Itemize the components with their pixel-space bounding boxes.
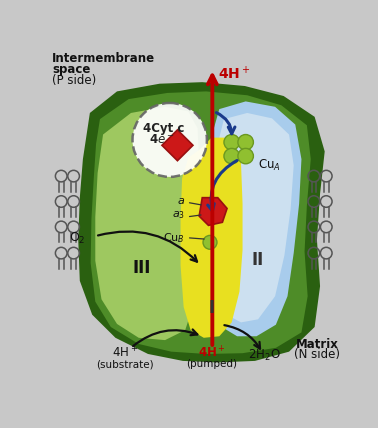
Text: I: I xyxy=(209,299,215,317)
Text: Matrix: Matrix xyxy=(296,338,338,351)
Polygon shape xyxy=(95,107,199,340)
Text: $a_3$: $a_3$ xyxy=(172,209,185,221)
Text: 4H$^+$: 4H$^+$ xyxy=(112,345,138,361)
Circle shape xyxy=(238,149,253,164)
Text: 4H$^+$: 4H$^+$ xyxy=(198,345,225,361)
Text: Intermembrane: Intermembrane xyxy=(52,52,155,65)
Text: III: III xyxy=(133,259,151,277)
Circle shape xyxy=(133,103,207,177)
Polygon shape xyxy=(162,130,193,160)
Circle shape xyxy=(224,149,239,164)
Polygon shape xyxy=(181,137,243,338)
Text: 2H$_2$O: 2H$_2$O xyxy=(248,348,280,363)
Text: O$_2$: O$_2$ xyxy=(70,231,86,247)
Text: $a$: $a$ xyxy=(177,196,185,206)
Text: 4$e^-$: 4$e^-$ xyxy=(149,133,175,146)
Polygon shape xyxy=(91,92,311,354)
Text: Cu$_A$: Cu$_A$ xyxy=(258,158,281,173)
Text: space: space xyxy=(52,63,90,76)
Text: (pumped): (pumped) xyxy=(186,359,237,369)
Text: (P side): (P side) xyxy=(52,74,96,87)
Circle shape xyxy=(224,134,239,150)
Text: (substrate): (substrate) xyxy=(96,359,153,369)
Polygon shape xyxy=(206,101,301,336)
Polygon shape xyxy=(212,113,294,322)
Text: 4Cyt c: 4Cyt c xyxy=(143,122,184,135)
Circle shape xyxy=(203,235,217,249)
Polygon shape xyxy=(199,198,227,226)
Text: II: II xyxy=(252,251,264,269)
Text: Cu$_B$: Cu$_B$ xyxy=(163,231,185,244)
Text: 4H$^+$: 4H$^+$ xyxy=(218,65,250,83)
Text: (N side): (N side) xyxy=(294,348,340,361)
Circle shape xyxy=(238,134,253,150)
Polygon shape xyxy=(78,82,325,363)
